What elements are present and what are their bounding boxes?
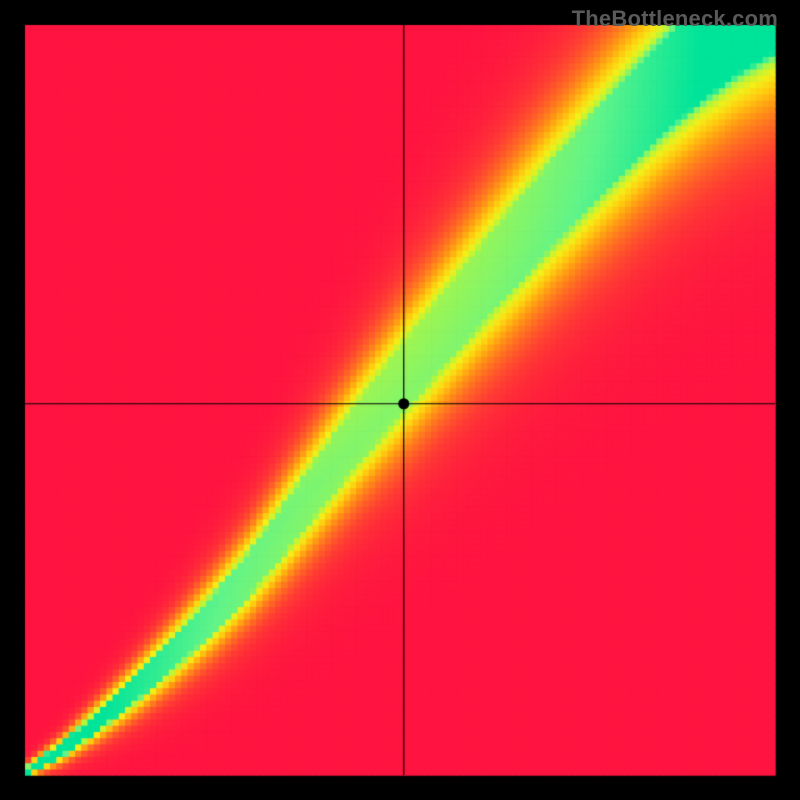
heatmap-canvas [0,0,800,800]
chart-container: TheBottleneck.com [0,0,800,800]
watermark-text: TheBottleneck.com [572,6,778,32]
